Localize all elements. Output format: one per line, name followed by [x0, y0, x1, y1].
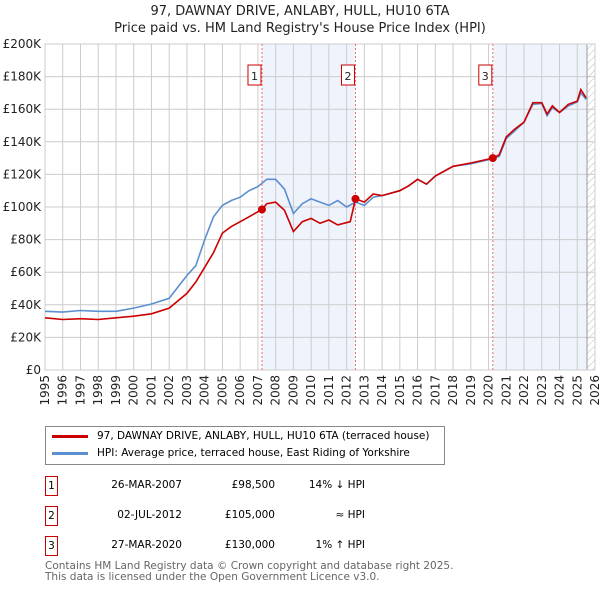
plot-border: [44, 43, 596, 371]
legend: 97, DAWNAY DRIVE, ANLABY, HULL, HU10 6TA…: [45, 426, 445, 465]
transaction-hpi: 1% ↑ HPI: [315, 539, 365, 551]
x-tick-label: 2022: [517, 375, 531, 406]
x-tick-label: 1996: [56, 375, 70, 406]
y-tick-label: £20K: [10, 330, 42, 344]
marker-badge: 1: [45, 476, 58, 496]
x-tick-label: 1999: [109, 375, 123, 406]
marker-badge: 3: [45, 536, 58, 556]
x-tick-label: 1997: [73, 375, 87, 406]
x-tick-label: 1998: [91, 375, 105, 406]
sale-label-box: [478, 64, 493, 86]
x-tick-label: 2004: [198, 375, 212, 406]
transaction-date: 02-JUL-2012: [117, 509, 182, 521]
legend-swatch-blue: [52, 451, 88, 455]
sale-point: [351, 194, 360, 203]
marker-badge: 2: [45, 506, 58, 526]
x-tick-label: 2014: [375, 375, 389, 406]
sale-point: [488, 154, 497, 163]
footer-line: This data is licensed under the Open Gov…: [45, 571, 380, 583]
x-tick-label: 2009: [286, 375, 300, 406]
x-tick-label: 2020: [482, 375, 496, 406]
transaction-row: 3 27-MAR-2020 £130,000 1% ↑ HPI: [45, 536, 445, 556]
y-tick-label: £0: [26, 363, 41, 377]
y-tick-label: £80K: [10, 233, 42, 247]
y-tick-label: £180K: [3, 70, 43, 84]
x-tick-label: 2008: [269, 375, 283, 406]
y-tick-label: £100K: [3, 200, 43, 214]
sale-label-box: [340, 64, 355, 86]
sale-label: 2: [344, 70, 351, 83]
chart-title: 97, DAWNAY DRIVE, ANLABY, HULL, HU10 6TA: [150, 4, 450, 19]
x-tick-label: 2010: [304, 375, 318, 406]
transaction-price: £98,500: [231, 479, 275, 491]
x-tick-label: 1995: [38, 375, 52, 406]
x-tick-label: 2001: [144, 375, 158, 406]
footer: Contains HM Land Registry data © Crown c…: [45, 561, 453, 583]
chart-subtitle: Price paid vs. HM Land Registry's House …: [114, 21, 486, 36]
y-tick-label: £140K: [3, 135, 43, 149]
transaction-date: 26-MAR-2007: [111, 479, 182, 491]
x-tick-label: 2012: [340, 375, 354, 406]
x-tick-label: 2026: [588, 375, 600, 406]
y-tick-label: £60K: [10, 265, 42, 279]
footer-line: Contains HM Land Registry data © Crown c…: [45, 560, 454, 572]
property-price-line: [44, 87, 587, 321]
y-tick-label: £40K: [10, 298, 42, 312]
x-tick-label: 2021: [499, 375, 513, 406]
transaction-hpi: ≈ HPI: [335, 509, 365, 521]
transaction-row: 1 26-MAR-2007 £98,500 14% ↓ HPI: [45, 476, 445, 496]
legend-swatch-red: [52, 434, 88, 438]
transaction-row: 2 02-JUL-2012 £105,000 ≈ HPI: [45, 506, 445, 526]
x-tick-label: 2016: [411, 375, 425, 406]
x-tick-label: 2000: [127, 375, 141, 406]
x-tick-label: 2013: [357, 375, 371, 406]
sale-point: [257, 205, 266, 214]
x-tick-label: 2017: [428, 375, 442, 406]
x-tick-label: 2025: [570, 375, 584, 406]
legend-label: HPI: Average price, terraced house, East…: [97, 447, 410, 459]
transaction-hpi: 14% ↓ HPI: [308, 479, 365, 491]
x-tick-label: 2015: [393, 375, 407, 406]
x-tick-label: 2007: [251, 375, 265, 406]
sale-label-box: [247, 64, 262, 86]
x-tick-label: 2006: [233, 375, 247, 406]
legend-item-property: 97, DAWNAY DRIVE, ANLABY, HULL, HU10 6TA…: [52, 430, 430, 442]
x-tick-label: 2019: [464, 375, 478, 406]
x-tick-label: 2011: [322, 375, 336, 406]
transaction-price: £130,000: [224, 539, 275, 551]
price-chart: 1995 1996 1997 1998 1999 2000 2001 2002 2003 2004…: [3, 37, 600, 406]
x-tick-label: 2023: [535, 375, 549, 406]
legend-item-hpi: HPI: Average price, terraced house, East…: [52, 447, 410, 459]
sale-label: 3: [482, 70, 489, 83]
y-tick-label: £160K: [3, 102, 43, 116]
transaction-date: 27-MAR-2020: [111, 539, 182, 551]
x-tick-label: 2024: [553, 375, 567, 406]
transaction-price: £105,000: [224, 509, 275, 521]
y-tick-label: £200K: [3, 37, 43, 51]
x-tick-label: 2003: [180, 375, 194, 406]
x-tick-label: 2002: [162, 375, 176, 406]
sale-label: 1: [251, 70, 258, 83]
x-tick-label: 2018: [446, 375, 460, 406]
x-tick-label: 2005: [215, 375, 229, 406]
y-tick-label: £120K: [3, 167, 43, 181]
legend-label: 97, DAWNAY DRIVE, ANLABY, HULL, HU10 6TA…: [97, 430, 430, 442]
